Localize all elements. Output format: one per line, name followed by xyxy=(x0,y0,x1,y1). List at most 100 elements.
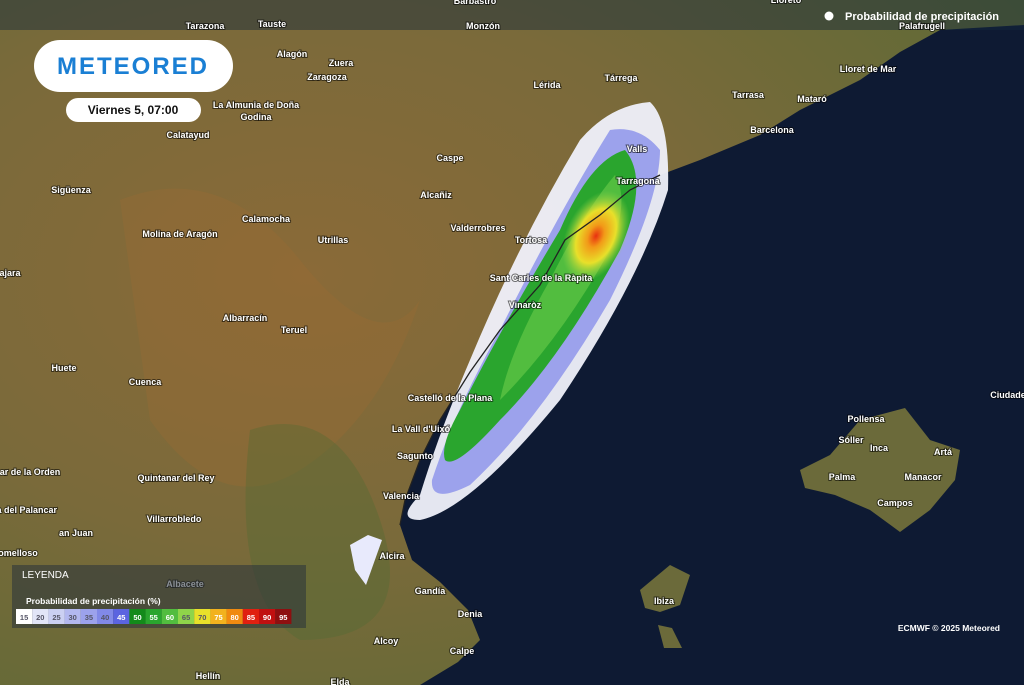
legend-swatch xyxy=(226,609,243,624)
place-label: Barbastro xyxy=(454,0,497,6)
legend-swatch xyxy=(80,609,97,624)
legend-swatch xyxy=(145,609,162,624)
logo-pill xyxy=(34,40,233,92)
place-label: Barcelona xyxy=(750,125,795,135)
place-label: Vinaròz xyxy=(509,300,542,310)
legend-value: 45 xyxy=(117,613,125,622)
legend-value: 15 xyxy=(20,613,28,622)
legend-swatch xyxy=(210,609,227,624)
legend-subtitle: Probabilidad de precipitación (%) xyxy=(26,596,161,606)
place-label: Tarrasa xyxy=(732,90,765,100)
place-label: Calamocha xyxy=(242,214,291,224)
legend-value: 65 xyxy=(182,613,190,622)
place-label: Sigüenza xyxy=(51,185,92,195)
place-label: omelloso xyxy=(0,548,38,558)
place-label: Alcañiz xyxy=(420,190,452,200)
legend-value: 35 xyxy=(85,613,93,622)
legend-value: 75 xyxy=(214,613,222,622)
drop-icon xyxy=(824,11,834,21)
place-label: Pollensa xyxy=(847,414,885,424)
place-label: Monzón xyxy=(466,21,500,31)
place-label: Valls xyxy=(627,144,648,154)
place-label: ar de la Orden xyxy=(0,467,60,477)
legend-value: 40 xyxy=(101,613,109,622)
place-label: Mataró xyxy=(797,94,827,104)
coastline xyxy=(399,174,661,526)
precip-small xyxy=(350,535,382,585)
legend-swatch xyxy=(16,609,33,624)
place-label: Tortosa xyxy=(515,235,548,245)
legend-swatch xyxy=(48,609,65,624)
place-label: Alcira xyxy=(379,551,405,561)
legend-swatch xyxy=(259,609,276,624)
legend-swatch xyxy=(194,609,211,624)
credit: ECMWF © 2025 Meteored xyxy=(898,623,1000,633)
place-label: La Almunia de Doña xyxy=(213,100,300,110)
place-label: Hellín xyxy=(196,671,221,681)
legend-value: 30 xyxy=(69,613,77,622)
place-label: Denia xyxy=(458,609,484,619)
place-label: Ciudade xyxy=(990,390,1024,400)
place-label: La Vall d'Uixó xyxy=(392,424,451,434)
precip-peak xyxy=(562,190,630,282)
legend-value: 70 xyxy=(198,613,206,622)
place-label: Lloreto xyxy=(771,0,802,5)
title: Probabilidad de precipitación xyxy=(845,11,999,23)
legend-swatch xyxy=(64,609,81,624)
place-label: Tarragona xyxy=(616,176,660,186)
place-label: Molina de Aragón xyxy=(142,229,217,239)
place-label: Teruel xyxy=(281,325,307,335)
place-label: Alcoy xyxy=(374,636,399,646)
place-label: Huete xyxy=(51,363,76,373)
place-label: Calpe xyxy=(450,646,475,656)
header-title: Probabilidad de precipitación xyxy=(824,11,999,23)
place-label: an Juan xyxy=(59,528,93,538)
legend-value: 85 xyxy=(247,613,255,622)
place-label: Tárrega xyxy=(604,73,638,83)
place-label: Sóller xyxy=(838,435,864,445)
date-pill xyxy=(66,98,201,122)
place-label: Albarracín xyxy=(223,313,268,323)
place-label: Cuenca xyxy=(129,377,163,387)
place-label: Manacor xyxy=(904,472,942,482)
place-label: Valencia xyxy=(383,491,420,501)
place-label: Artá xyxy=(934,447,953,457)
legend-value: 55 xyxy=(150,613,158,622)
legend-value: 50 xyxy=(133,613,141,622)
place-label: Calatayud xyxy=(166,130,209,140)
place-label: Quintanar del Rey xyxy=(137,473,214,483)
legend-value: 25 xyxy=(52,613,60,622)
place-label: Lloret de Mar xyxy=(840,64,897,74)
place-label: Palma xyxy=(829,472,857,482)
legend-value: 90 xyxy=(263,613,271,622)
place-label: Ibiza xyxy=(654,596,675,606)
legend-value: 20 xyxy=(36,613,44,622)
legend-swatch xyxy=(178,609,195,624)
place-label: ajara xyxy=(0,268,21,278)
place-label: Tarazona xyxy=(186,21,226,31)
place-label: Utrillas xyxy=(318,235,349,245)
place-label: Tauste xyxy=(258,19,286,29)
place-label: Campos xyxy=(877,498,913,508)
top-bar xyxy=(0,0,1024,30)
place-label: Palafrugell xyxy=(899,21,945,31)
place-label: Zaragoza xyxy=(307,72,348,82)
place-label: Villarrobledo xyxy=(147,514,202,524)
place-label: Zuera xyxy=(329,58,355,68)
legend-swatch xyxy=(275,609,292,624)
place-label: Sant Carles de la Ràpita xyxy=(490,273,594,283)
legend-swatch xyxy=(97,609,114,624)
place-label: Valderrobres xyxy=(450,223,505,233)
legend-swatch xyxy=(161,609,178,624)
legend-swatch xyxy=(113,609,130,624)
place-label: Godina xyxy=(241,112,273,122)
terrain xyxy=(120,188,420,487)
island-ibiza xyxy=(640,565,690,612)
date: Viernes 5, 07:00 xyxy=(88,103,179,117)
place-label: Elda xyxy=(330,677,350,685)
place-label: Inca xyxy=(870,443,889,453)
legend-swatch xyxy=(32,609,49,624)
legend-value: 80 xyxy=(231,613,239,622)
